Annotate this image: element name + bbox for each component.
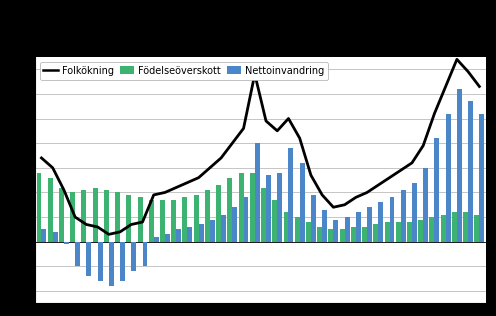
Bar	[250, 173, 255, 242]
Bar	[389, 198, 394, 242]
Bar	[42, 229, 47, 242]
Bar	[441, 215, 446, 242]
Bar	[205, 190, 210, 242]
Bar	[255, 143, 260, 242]
Bar	[104, 190, 109, 242]
Bar	[340, 229, 345, 242]
Bar	[295, 217, 300, 242]
Bar	[244, 198, 248, 242]
Bar	[53, 232, 58, 242]
Bar	[362, 227, 367, 242]
Bar	[109, 242, 114, 286]
Bar	[176, 229, 181, 242]
Bar	[93, 187, 98, 242]
Bar	[322, 210, 327, 242]
Bar	[120, 242, 125, 281]
Bar	[239, 173, 244, 242]
Bar	[311, 195, 316, 242]
Bar	[272, 200, 277, 242]
Bar	[479, 113, 484, 242]
Bar	[446, 113, 450, 242]
Bar	[227, 178, 232, 242]
Bar	[165, 234, 170, 242]
Bar	[351, 227, 356, 242]
Bar	[457, 89, 462, 242]
Bar	[317, 227, 322, 242]
Bar	[154, 237, 159, 242]
Bar	[210, 220, 215, 242]
Bar	[70, 192, 75, 242]
Bar	[356, 212, 361, 242]
Bar	[137, 198, 142, 242]
Bar	[171, 200, 176, 242]
Bar	[64, 242, 69, 244]
Bar	[333, 220, 338, 242]
Bar	[160, 200, 165, 242]
Bar	[463, 212, 468, 242]
Bar	[396, 222, 401, 242]
Bar	[183, 198, 187, 242]
Bar	[328, 229, 333, 242]
Bar	[221, 215, 226, 242]
Bar	[306, 222, 311, 242]
Bar	[407, 222, 412, 242]
Bar	[142, 242, 147, 266]
Bar	[384, 222, 389, 242]
Bar	[149, 200, 154, 242]
Bar	[289, 148, 294, 242]
Bar	[378, 202, 383, 242]
Bar	[300, 163, 305, 242]
Bar	[59, 187, 64, 242]
Bar	[131, 242, 136, 271]
Bar	[367, 207, 372, 242]
Bar	[434, 138, 439, 242]
Bar	[418, 220, 423, 242]
Bar	[48, 178, 53, 242]
Bar	[345, 217, 350, 242]
Bar	[81, 190, 86, 242]
Bar	[98, 242, 103, 281]
Bar	[126, 195, 131, 242]
Bar	[194, 195, 198, 242]
Bar	[216, 185, 221, 242]
Legend: Folkökning, Födelseöverskott, Nettoinvandring: Folkökning, Födelseöverskott, Nettoinvan…	[40, 62, 328, 80]
Bar	[37, 173, 42, 242]
Bar	[284, 212, 289, 242]
Bar	[423, 168, 428, 242]
Bar	[232, 207, 237, 242]
Bar	[115, 192, 120, 242]
Bar	[430, 217, 434, 242]
Bar	[401, 190, 406, 242]
Bar	[86, 242, 91, 276]
Bar	[412, 183, 417, 242]
Bar	[187, 227, 192, 242]
Bar	[261, 187, 266, 242]
Bar	[474, 215, 479, 242]
Bar	[373, 224, 378, 242]
Bar	[452, 212, 457, 242]
Bar	[277, 173, 282, 242]
Bar	[468, 101, 473, 242]
Bar	[75, 242, 80, 266]
Bar	[198, 224, 203, 242]
Bar	[266, 175, 271, 242]
